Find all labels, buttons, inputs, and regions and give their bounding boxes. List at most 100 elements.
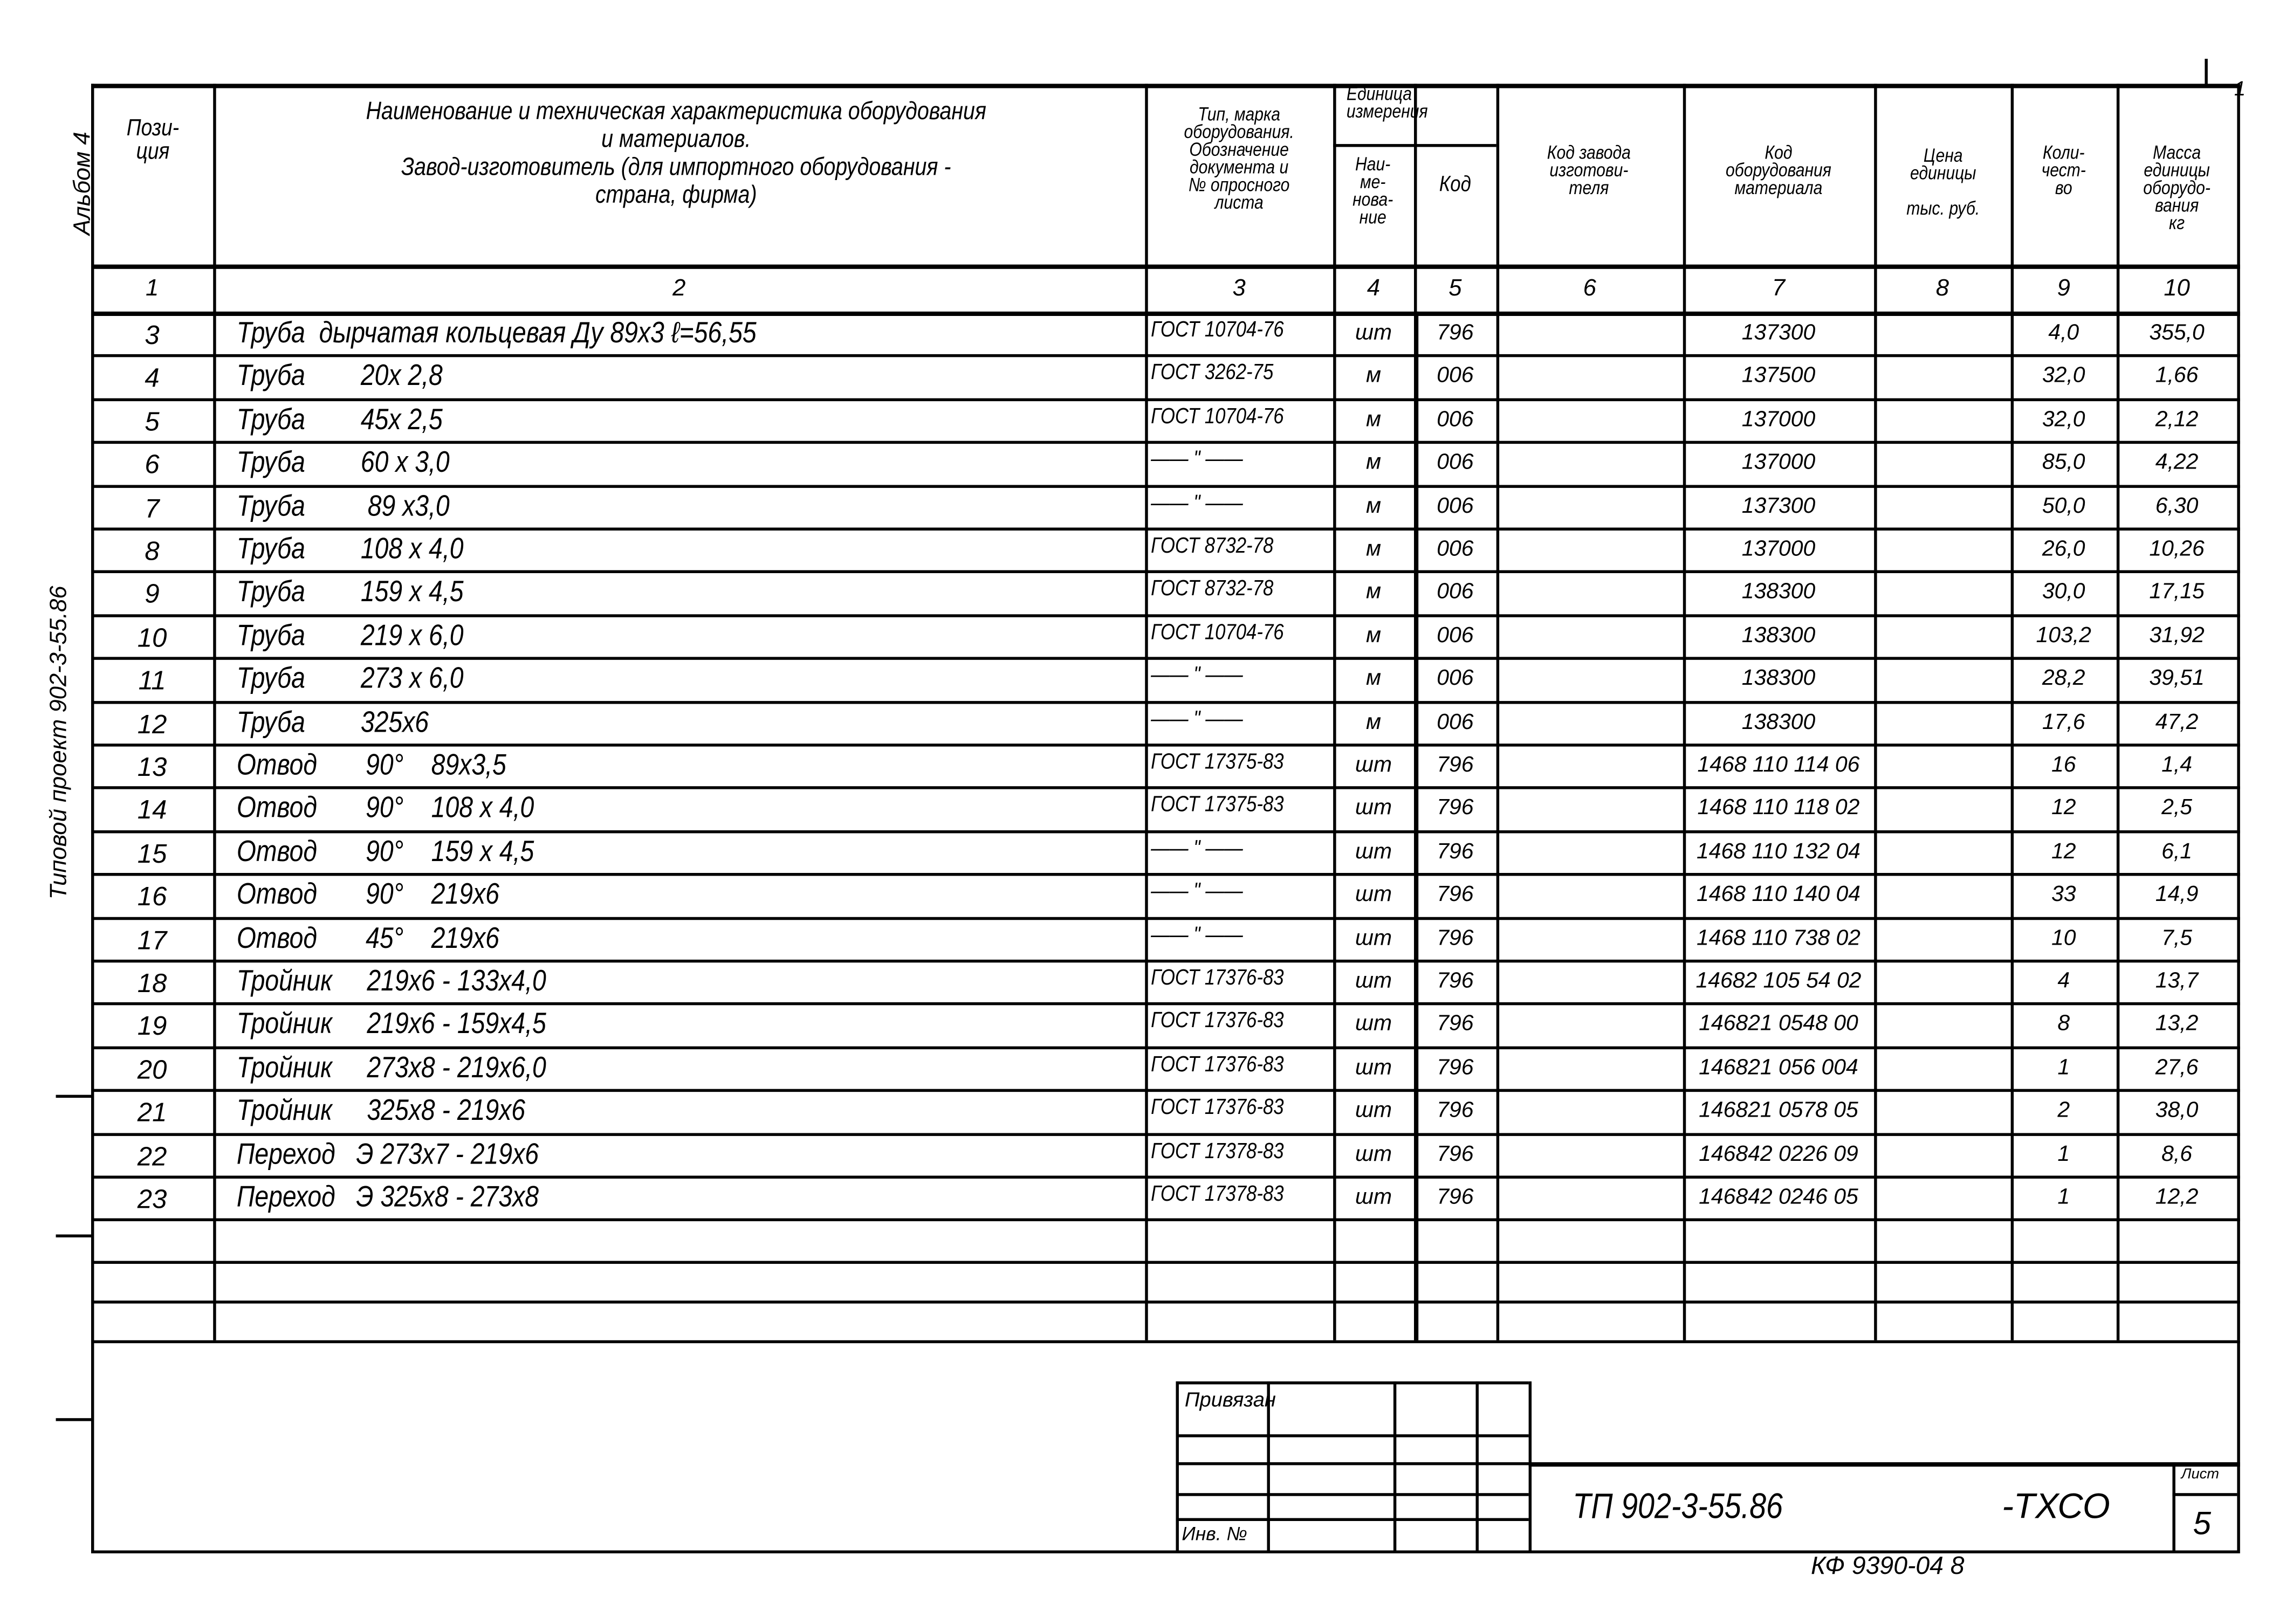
cell-name: Труба 273 х 6,0	[236, 663, 464, 696]
cell-unit: м	[1366, 407, 1382, 432]
cell-code: 006	[1437, 536, 1474, 562]
cell-name: Отвод 90° 108 х 4,0	[236, 793, 534, 825]
sheet-label: Лист	[2181, 1467, 2219, 1483]
row-divider	[91, 398, 2240, 401]
cell-qty: 85,0	[2042, 450, 2085, 475]
cell-code: 796	[1437, 925, 1474, 951]
cell-qty: 12	[2051, 795, 2076, 821]
cell-unit: шт	[1355, 752, 1392, 777]
margin-tick	[56, 1234, 91, 1237]
cell-unit: шт	[1355, 795, 1392, 821]
cell-mass: 7,5	[2161, 925, 2193, 951]
stamp-line	[1176, 1462, 1529, 1465]
cell-qty: 26,0	[2042, 536, 2085, 562]
cell-qty: 8	[2057, 1011, 2070, 1037]
cell-type: ГОСТ 17376-83	[1151, 1095, 1284, 1120]
cell-qty: 50,0	[2042, 493, 2085, 519]
column-divider	[1683, 84, 1686, 1340]
row-divider	[91, 1261, 2240, 1264]
cell-code: 796	[1437, 838, 1474, 864]
row-divider	[91, 484, 2240, 487]
cell-unit: м	[1366, 623, 1382, 648]
cell-name: Труба 159 х 4,5	[236, 576, 464, 609]
cell-qty: 2	[2057, 1098, 2070, 1123]
cell-mcode: 1468 110 114 06	[1697, 752, 1860, 777]
stamp-line	[1176, 1381, 1179, 1551]
cell-pos: 12	[137, 709, 167, 739]
header-qty: Коли- чест- во	[2041, 141, 2086, 198]
stamp-line	[1393, 1381, 1397, 1551]
cell-type: ГОСТ 17376-83	[1151, 1008, 1284, 1034]
cell-type: ГОСТ 17378-83	[1151, 1138, 1284, 1164]
numbers-bottom-border	[91, 311, 2240, 316]
cell-name: Труба 89 х3,0	[236, 490, 450, 523]
column-number: 6	[1583, 276, 1596, 301]
cell-code: 796	[1437, 1141, 1474, 1167]
cell-unit: шт	[1355, 320, 1392, 346]
cell-type: —— " ——	[1151, 490, 1243, 515]
cell-qty: 1	[2057, 1055, 2070, 1080]
cell-mcode: 137000	[1741, 407, 1816, 432]
cell-qty: 1	[2057, 1184, 2070, 1210]
column-divider	[1145, 84, 1148, 1340]
cell-type: ГОСТ 8732-78	[1151, 533, 1274, 559]
cell-mcode: 146821 0548 00	[1699, 1011, 1858, 1037]
cell-mass: 6,30	[2155, 493, 2199, 519]
cell-unit: м	[1366, 579, 1382, 605]
cell-pos: 5	[145, 407, 160, 436]
cell-pos: 13	[137, 752, 167, 782]
stamp-line	[1267, 1381, 1270, 1551]
cell-code: 006	[1437, 709, 1474, 734]
cell-unit: шт	[1355, 1141, 1392, 1167]
cell-code: 796	[1437, 1055, 1474, 1080]
row-divider	[91, 1175, 2240, 1179]
cell-qty: 33	[2051, 882, 2076, 907]
cell-name: Отвод 45° 219х6	[236, 922, 499, 955]
table-bottom-border	[91, 1340, 2240, 1344]
cell-mass: 47,2	[2155, 709, 2199, 734]
column-number: 7	[1772, 276, 1786, 301]
cell-pos: 7	[145, 493, 160, 523]
doc-code: ТП 902-3-55.86	[1573, 1487, 1783, 1527]
cell-mcode: 138300	[1741, 579, 1816, 605]
unit-group-divider	[1333, 144, 1496, 147]
cell-qty: 30,0	[2042, 579, 2085, 605]
header-unit-group: Единица измерения	[1346, 82, 1428, 122]
row-divider	[91, 1219, 2240, 1222]
cell-unit: м	[1366, 450, 1382, 475]
cell-unit: м	[1366, 363, 1382, 389]
cell-type: —— " ——	[1151, 836, 1243, 861]
column-number: 5	[1448, 276, 1462, 301]
footer-code: КФ 9390-04 8	[1810, 1552, 1965, 1580]
cell-type: ГОСТ 17375-83	[1151, 749, 1284, 775]
cell-code: 006	[1437, 666, 1474, 691]
cell-unit: шт	[1355, 1011, 1392, 1037]
cell-type: ГОСТ 17375-83	[1151, 793, 1284, 818]
cell-type: ГОСТ 10704-76	[1151, 317, 1284, 343]
cell-name: Переход Э 273х7 - 219х6	[236, 1138, 539, 1171]
cell-name: Тройник 219х6 - 133х4,0	[236, 965, 546, 998]
cell-qty: 28,2	[2042, 666, 2085, 691]
cell-unit: шт	[1355, 882, 1392, 907]
cell-code: 796	[1437, 1184, 1474, 1210]
row-divider	[91, 527, 2240, 531]
cell-mass: 39,51	[2149, 666, 2205, 691]
cell-pos: 9	[145, 579, 160, 609]
cell-code: 006	[1437, 493, 1474, 519]
cell-mass: 27,6	[2155, 1055, 2199, 1080]
cell-qty: 32,0	[2042, 363, 2085, 389]
row-divider	[91, 441, 2240, 444]
sheet-divider	[2172, 1493, 2237, 1496]
cell-unit: шт	[1355, 968, 1392, 994]
row-divider	[91, 570, 2240, 574]
cell-pos: 11	[138, 666, 166, 696]
cell-pos: 10	[137, 623, 167, 652]
cell-mcode: 146842 0226 09	[1699, 1141, 1858, 1167]
cell-pos: 22	[137, 1141, 167, 1171]
column-divider	[2010, 84, 2014, 1340]
header-price: Цена единицы тыс. руб.	[1906, 144, 1980, 219]
cell-mass: 31,92	[2149, 623, 2205, 648]
project-label: Типовой проект 902-3-55.86	[47, 586, 72, 900]
cell-unit: м	[1366, 536, 1382, 562]
